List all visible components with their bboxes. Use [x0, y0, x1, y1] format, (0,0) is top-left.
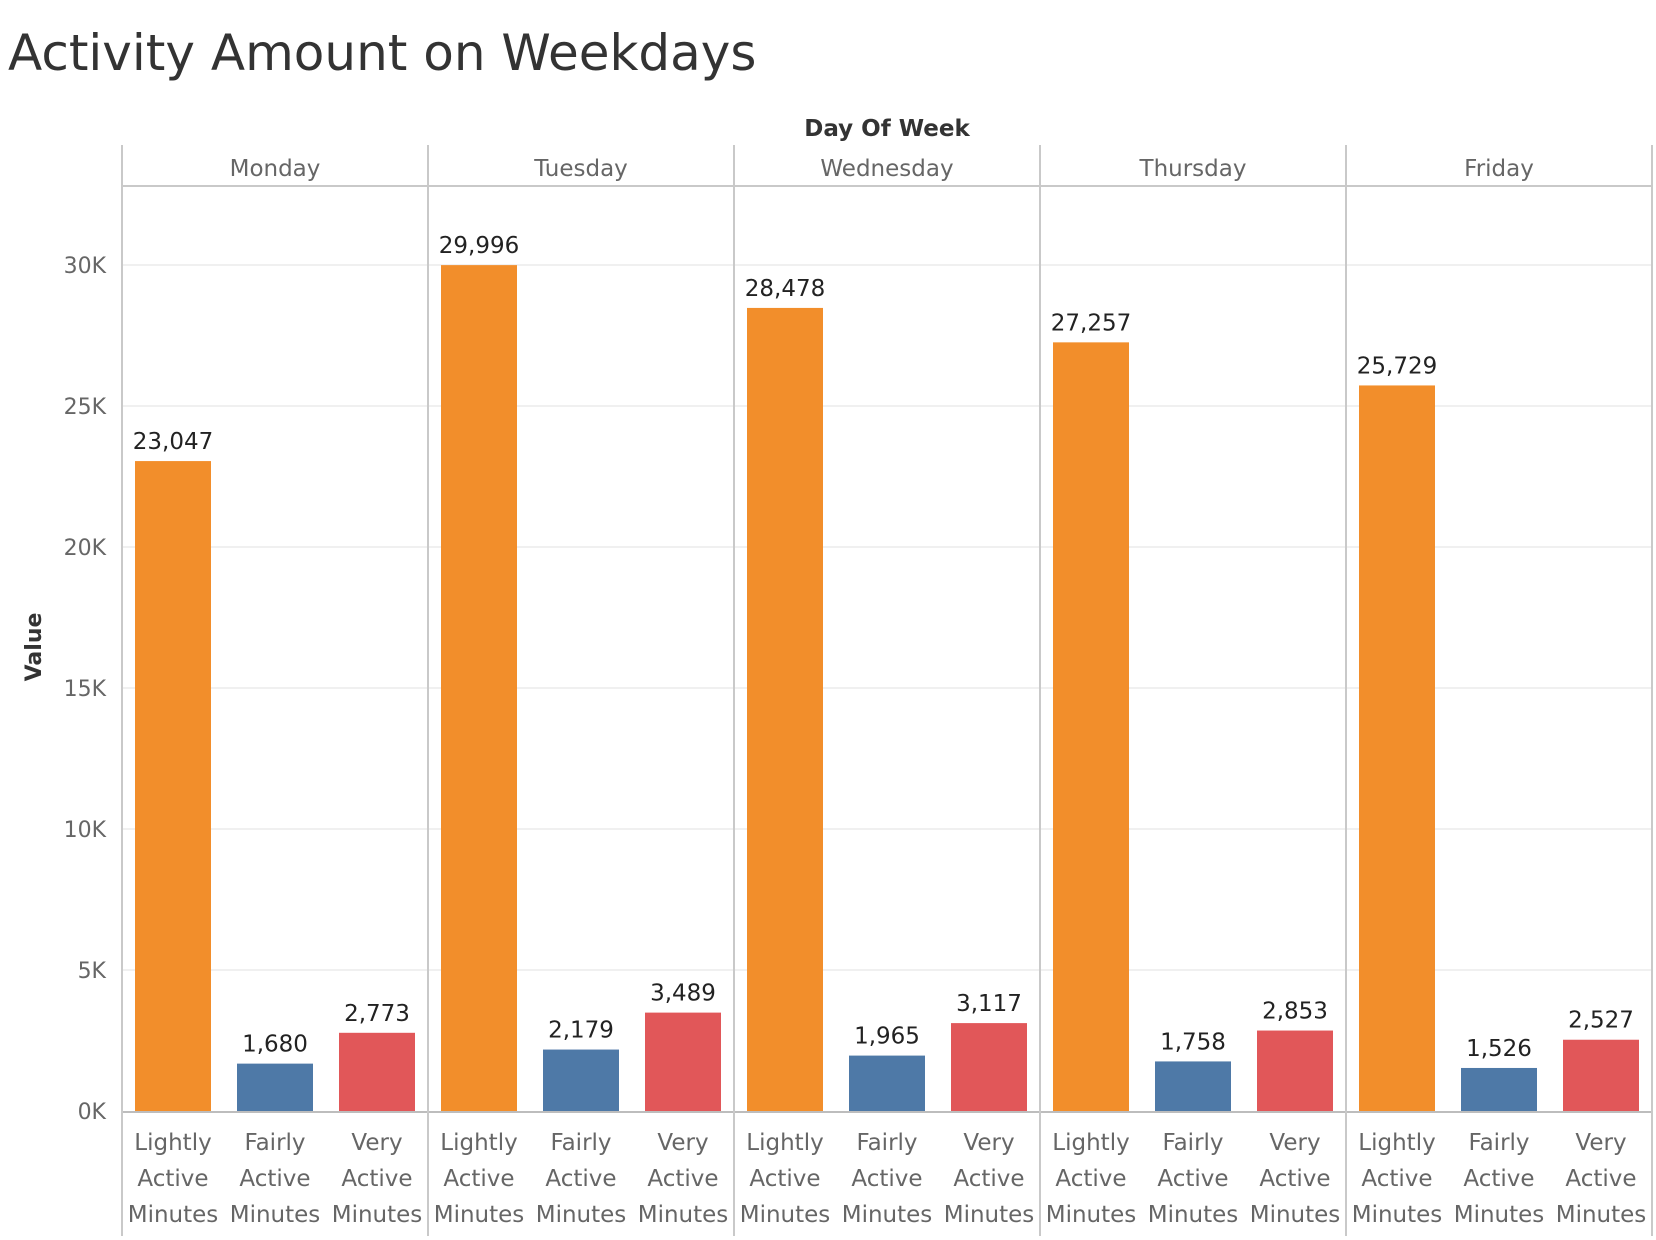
x-category-label: Active	[1463, 1166, 1534, 1192]
x-category-label: Very	[657, 1130, 708, 1156]
bars	[135, 265, 1639, 1111]
x-category-label: Very	[1575, 1130, 1626, 1156]
x-category-label: Fairly	[1162, 1130, 1223, 1156]
x-category-label: Minutes	[434, 1202, 525, 1228]
data-label: 28,478	[745, 276, 825, 302]
x-category-label: Active	[1055, 1166, 1126, 1192]
chart-title: Activity Amount on Weekdays	[8, 24, 756, 82]
data-label: 2,773	[344, 1001, 410, 1027]
y-tick-label: 25K	[64, 395, 107, 420]
y-tick-label: 30K	[64, 254, 107, 279]
x-category-label: Minutes	[842, 1202, 933, 1228]
y-tick-label: 10K	[64, 818, 107, 843]
x-category-label: Active	[851, 1166, 922, 1192]
x-category-label: Lightly	[134, 1130, 211, 1156]
x-category-label: Active	[239, 1166, 310, 1192]
x-category-label: Minutes	[1352, 1202, 1443, 1228]
x-category-label: Minutes	[1454, 1202, 1545, 1228]
bar-tuesday-2	[645, 1012, 721, 1111]
data-label: 3,489	[650, 981, 716, 1007]
data-label: 1,680	[242, 1032, 308, 1058]
y-axis-title: Value	[22, 613, 47, 682]
data-label: 2,179	[548, 1018, 614, 1044]
bar-tuesday-0	[441, 265, 517, 1111]
data-label: 23,047	[133, 429, 213, 455]
data-label: 2,853	[1262, 999, 1328, 1025]
x-category-label: Minutes	[1148, 1202, 1239, 1228]
x-category-label: Minutes	[128, 1202, 219, 1228]
panel-dividers	[121, 145, 1653, 1236]
data-label: 2,527	[1568, 1008, 1634, 1034]
y-tick-label: 5K	[78, 959, 107, 984]
x-category-label: Lightly	[1052, 1130, 1129, 1156]
x-category-label: Lightly	[1358, 1130, 1435, 1156]
bar-monday-2	[339, 1032, 415, 1111]
x-category-label: Fairly	[244, 1130, 305, 1156]
data-label: 3,117	[956, 991, 1022, 1017]
x-category-label: Active	[647, 1166, 718, 1192]
x-category-label: Minutes	[536, 1202, 627, 1228]
x-category-label: Minutes	[1556, 1202, 1647, 1228]
x-category-label: Active	[545, 1166, 616, 1192]
data-label: 25,729	[1357, 353, 1437, 379]
bar-wednesday-1	[849, 1055, 925, 1111]
x-category-label: Minutes	[944, 1202, 1035, 1228]
x-category-label: Minutes	[332, 1202, 423, 1228]
x-category-label: Minutes	[230, 1202, 321, 1228]
y-tick-label: 15K	[64, 677, 107, 702]
panel-header-tuesday: Tuesday	[533, 156, 628, 182]
x-category-label: Lightly	[746, 1130, 823, 1156]
x-category-label: Active	[341, 1166, 412, 1192]
bar-friday-0	[1359, 385, 1435, 1111]
bar-wednesday-0	[747, 307, 823, 1111]
data-label: 1,758	[1160, 1029, 1226, 1055]
x-category-label: Active	[749, 1166, 820, 1192]
bar-thursday-2	[1257, 1030, 1333, 1111]
x-category-label: Very	[351, 1130, 402, 1156]
x-category-label: Fairly	[1468, 1130, 1529, 1156]
data-label: 29,996	[439, 233, 519, 259]
panel-header-thursday: Thursday	[1139, 156, 1247, 182]
x-category-label: Active	[953, 1166, 1024, 1192]
bar-tuesday-1	[543, 1049, 619, 1111]
x-category-label: Active	[1157, 1166, 1228, 1192]
bar-thursday-1	[1155, 1061, 1231, 1111]
x-category-label: Active	[137, 1166, 208, 1192]
y-axis-ticks: 0K 5K 10K 15K 20K 25K 30K	[64, 254, 107, 1125]
data-labels: 23,047 1,680 2,773 29,996 2,179 3,489 28,478 1,…	[133, 233, 1634, 1062]
column-header-title: Day Of Week	[804, 116, 970, 142]
x-category-label: Very	[963, 1130, 1014, 1156]
x-category-label: Minutes	[1046, 1202, 1137, 1228]
data-label: 1,965	[854, 1024, 920, 1050]
panel-header-monday: Monday	[230, 156, 321, 182]
bar-friday-1	[1461, 1067, 1537, 1111]
x-category-label: Active	[1565, 1166, 1636, 1192]
x-category-label: Fairly	[550, 1130, 611, 1156]
panel-header-wednesday: Wednesday	[820, 156, 953, 182]
x-category-label: Active	[1259, 1166, 1330, 1192]
panel-headers: Monday Tuesday Wednesday Thursday Friday	[230, 156, 1534, 182]
y-tick-label: 0K	[78, 1100, 107, 1125]
panel-header-friday: Friday	[1464, 156, 1534, 182]
x-category-label: Minutes	[638, 1202, 729, 1228]
bar-monday-1	[237, 1063, 313, 1111]
x-category-label: Fairly	[856, 1130, 917, 1156]
bar-thursday-0	[1053, 342, 1129, 1111]
x-axis-categories: Lightly Active Minutes Fairly Active Minutes V…	[128, 1130, 1647, 1228]
bar-wednesday-2	[951, 1023, 1027, 1111]
bar-monday-0	[135, 461, 211, 1111]
x-category-label: Very	[1269, 1130, 1320, 1156]
x-category-label: Minutes	[1250, 1202, 1341, 1228]
data-label: 1,526	[1466, 1036, 1532, 1062]
x-category-label: Lightly	[440, 1130, 517, 1156]
x-category-label: Minutes	[740, 1202, 831, 1228]
y-tick-label: 20K	[64, 536, 107, 561]
x-category-label: Active	[1361, 1166, 1432, 1192]
data-label: 27,257	[1051, 310, 1131, 336]
x-category-label: Active	[443, 1166, 514, 1192]
bar-friday-2	[1563, 1039, 1639, 1111]
